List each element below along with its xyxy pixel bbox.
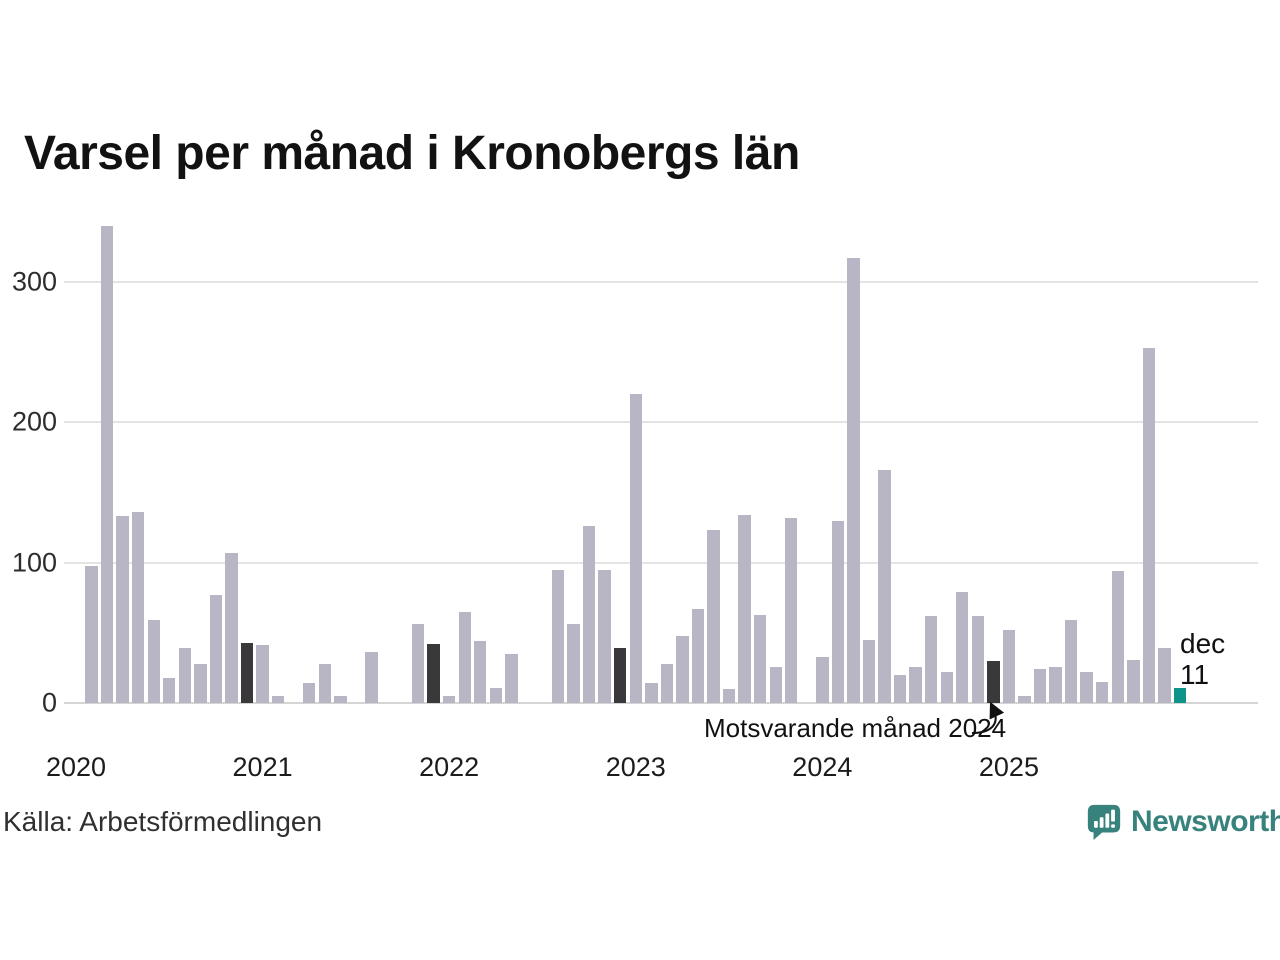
- bar-december-compare: [427, 644, 440, 703]
- x-tick-label: 2023: [605, 752, 666, 782]
- y-tick-label: 100: [11, 547, 57, 578]
- bar: [893, 674, 907, 703]
- bar: [971, 616, 985, 703]
- bar: [956, 592, 969, 703]
- bar: [411, 624, 425, 703]
- bar: [116, 516, 129, 703]
- bar: [551, 569, 565, 703]
- bar: [85, 565, 98, 703]
- bar: [334, 695, 347, 703]
- bar: [598, 569, 611, 703]
- bar: [1064, 620, 1078, 703]
- bar: [442, 695, 456, 703]
- bar: [878, 470, 891, 703]
- page-title: Varsel per månad i Kronobergs län: [24, 127, 800, 180]
- x-tick-label: 2021: [232, 752, 293, 782]
- x-tick-label: 2024: [792, 752, 853, 782]
- bar: [489, 687, 502, 703]
- bar: [629, 394, 642, 703]
- current-month-label: dec 11: [1180, 628, 1225, 690]
- bar: [924, 616, 938, 703]
- bar: [303, 683, 316, 703]
- bar: [1033, 669, 1047, 703]
- bar: [131, 512, 145, 703]
- bar-december-compare: [987, 660, 1000, 703]
- bar: [847, 258, 860, 703]
- current-month-value: 11: [1180, 659, 1210, 690]
- bar: [163, 677, 176, 703]
- bar: [1111, 571, 1124, 703]
- bar: [707, 530, 720, 703]
- grid-line: [64, 281, 1258, 284]
- bar: [785, 517, 798, 703]
- current-month-name: dec: [1180, 628, 1226, 659]
- y-tick-label: 300: [11, 266, 57, 297]
- bar: [831, 520, 845, 703]
- bar: [816, 656, 829, 703]
- x-tick-label: 2025: [978, 752, 1039, 782]
- bar: [691, 608, 705, 703]
- bar: [505, 653, 518, 703]
- bar: [147, 620, 160, 703]
- bar: [940, 672, 953, 703]
- bar: [738, 514, 751, 703]
- x-tick-label: 2020: [45, 752, 107, 782]
- bar: [909, 666, 922, 703]
- bar: [256, 645, 269, 703]
- newsworthy-wordmark: Newsworthy: [1131, 805, 1280, 838]
- bar: [722, 688, 736, 703]
- bar: [660, 663, 674, 703]
- bar: [458, 611, 471, 703]
- bar: [271, 695, 285, 703]
- newsworthy-bubble-icon: [1087, 804, 1121, 841]
- bar: [1096, 681, 1109, 703]
- bar: [676, 635, 689, 703]
- annotation-arrow-icon: [971, 701, 1005, 734]
- bar-december-compare: [240, 642, 254, 703]
- bar: [1142, 348, 1156, 703]
- y-tick-label: 200: [11, 406, 57, 437]
- newsworthy-logo[interactable]: Newsworthy: [1085, 802, 1280, 842]
- bar-december-compare: [614, 648, 627, 703]
- bar: [100, 225, 114, 703]
- bar: [1127, 659, 1140, 703]
- bar: [178, 648, 192, 703]
- bar-current-month: [1173, 687, 1187, 703]
- source-credit: Källa: Arbetsförmedlingen: [3, 806, 323, 837]
- bar: [645, 683, 658, 703]
- bar: [365, 652, 378, 703]
- bar: [1049, 666, 1062, 703]
- grid-line: [64, 561, 1258, 564]
- x-tick-label: 2022: [419, 752, 480, 782]
- bar: [209, 594, 223, 703]
- bar: [318, 663, 331, 703]
- y-tick-label: 0: [41, 687, 57, 718]
- bar: [582, 526, 596, 703]
- bar: [1158, 648, 1171, 703]
- bar: [1018, 695, 1031, 703]
- bar: [1080, 672, 1093, 703]
- bar: [769, 666, 782, 703]
- bar: [474, 641, 487, 703]
- x-axis-line: [64, 702, 1258, 704]
- bar: [862, 639, 876, 703]
- bar: [567, 624, 580, 703]
- bar: [225, 552, 238, 703]
- annotation-label: Motsvarande månad 2024: [704, 713, 1007, 743]
- grid-line: [64, 421, 1258, 424]
- bar: [753, 614, 767, 703]
- bar: [1002, 630, 1016, 703]
- bar: [194, 663, 207, 703]
